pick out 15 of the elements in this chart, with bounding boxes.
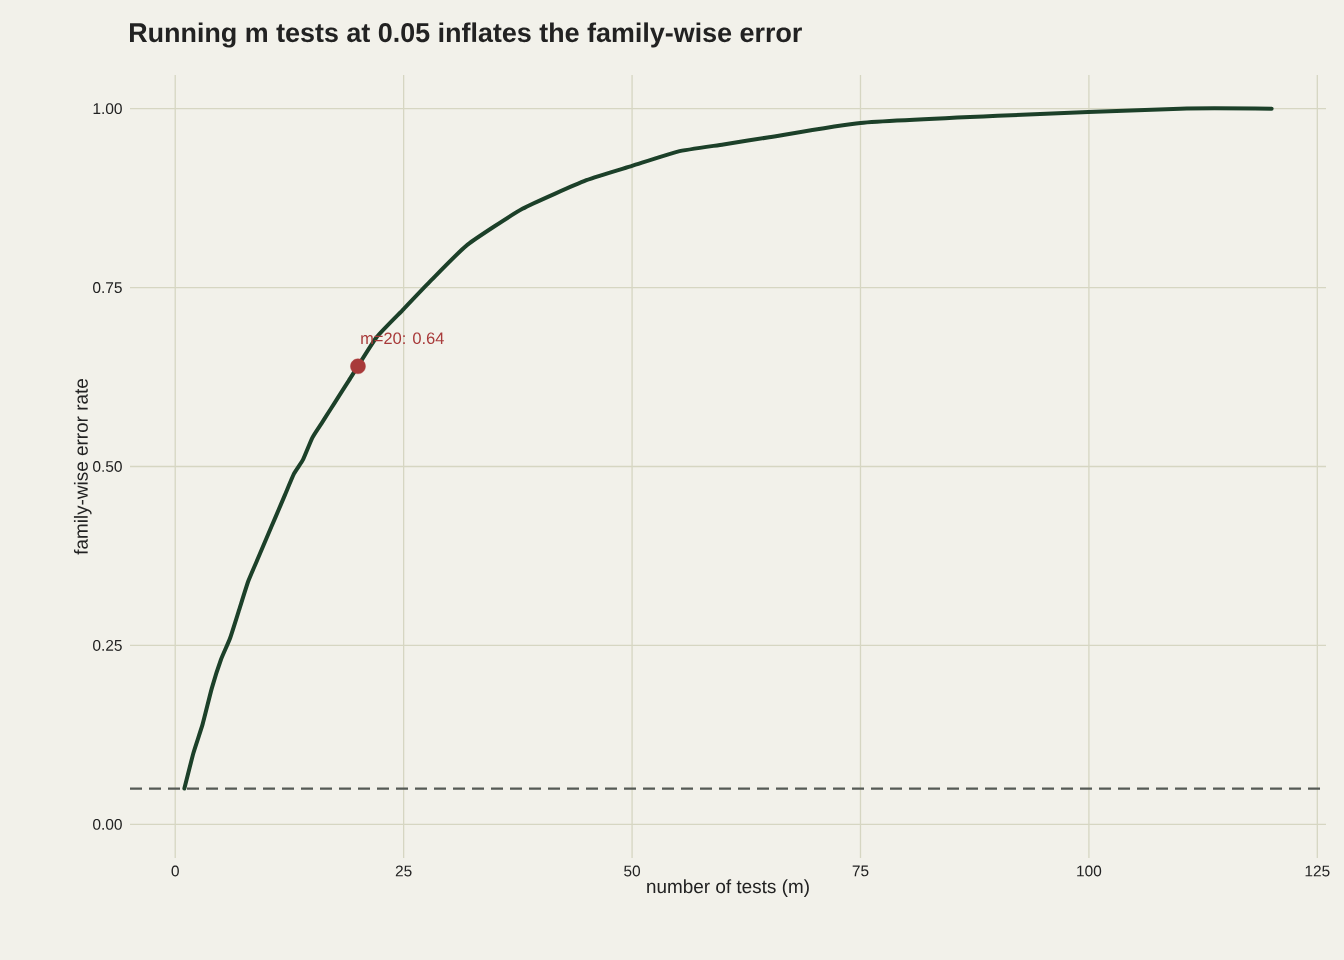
x-tick-label: 100: [1077, 865, 1102, 877]
y-tick-label: 0.25: [93, 639, 122, 651]
x-tick-label: 50: [624, 865, 641, 877]
y-tick-label: 0.00: [93, 818, 122, 830]
x-axis-title: number of tests (m): [647, 879, 809, 897]
x-tick-label: 0: [171, 865, 179, 877]
y-tick-label: 0.75: [93, 282, 122, 294]
y-tick-label: 1.00: [93, 103, 122, 115]
y-axis-title: family-wise error rate: [73, 379, 92, 555]
x-tick-label: 75: [852, 865, 869, 877]
x-tick-label: 25: [395, 865, 412, 877]
y-tick-label: 0.50: [93, 461, 122, 472]
line-series: [182, 106, 1274, 791]
chart-title: Running m tests at 0.05 inflates the family-wise error: [130, 22, 802, 48]
x-tick-label: 125: [1305, 865, 1330, 877]
